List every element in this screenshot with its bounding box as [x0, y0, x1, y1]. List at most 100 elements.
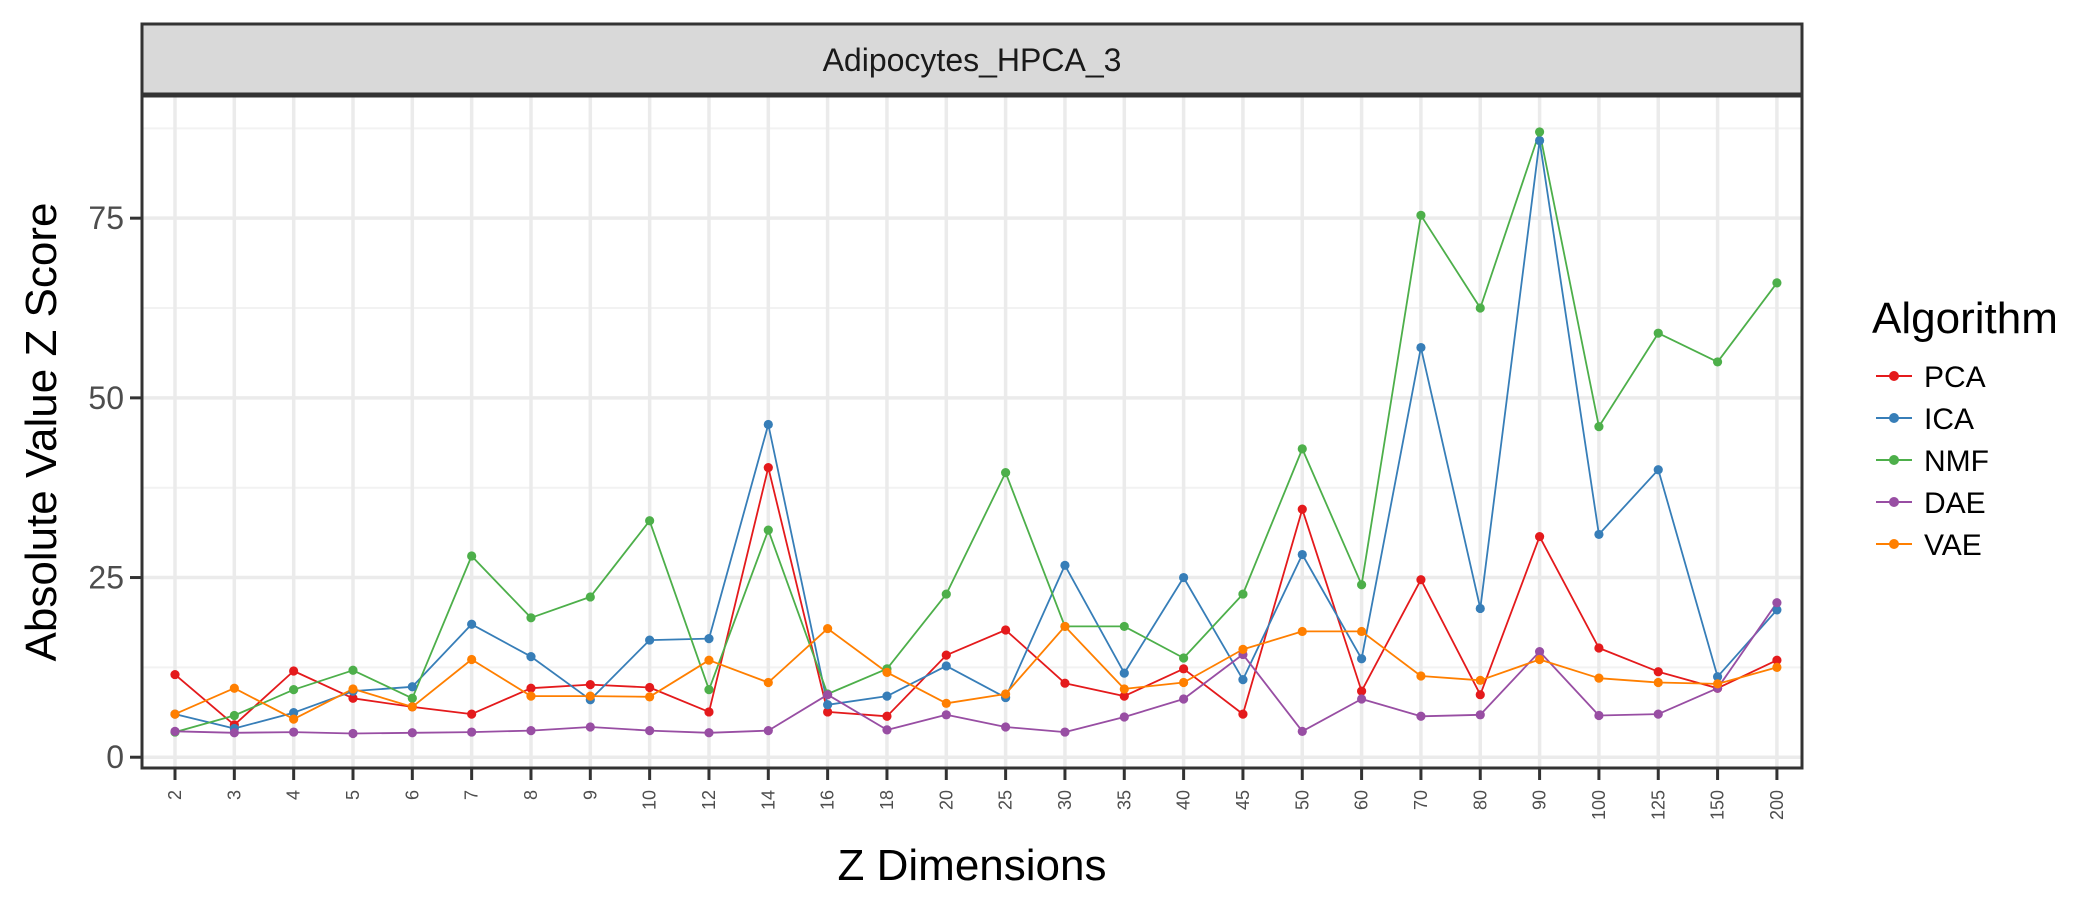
facet-strip: [140, 22, 1804, 96]
x-tick-label: 80: [1470, 790, 1490, 810]
point-nmf: [1297, 444, 1307, 454]
point-ica: [704, 634, 714, 644]
point-ica: [467, 619, 477, 629]
point-ica: [1594, 529, 1604, 540]
x-tick-label: 150: [1708, 790, 1728, 820]
point-vae: [1357, 626, 1367, 637]
point-vae: [585, 691, 595, 701]
legend-label-vae: VAE: [1924, 529, 1982, 562]
point-nmf: [645, 516, 655, 526]
point-ica: [526, 651, 536, 662]
point-pca: [289, 666, 299, 676]
point-vae: [407, 702, 417, 712]
point-nmf: [526, 613, 536, 623]
point-vae: [289, 714, 299, 724]
point-dae: [526, 726, 536, 736]
point-vae: [229, 683, 239, 693]
point-ica: [1238, 674, 1248, 685]
x-tick-label: 8: [521, 790, 541, 800]
point-ica: [1653, 465, 1663, 475]
point-dae: [1001, 722, 1011, 732]
point-dae: [289, 727, 299, 737]
series-lines: [174, 130, 1778, 735]
point-ica: [1060, 560, 1070, 570]
point-pca: [1357, 686, 1367, 696]
x-tick-label: 45: [1233, 790, 1253, 810]
point-pca: [1060, 678, 1070, 688]
point-pca: [882, 711, 892, 721]
x-tick-label: 4: [284, 790, 304, 800]
point-ica: [407, 682, 417, 692]
point-pca: [941, 650, 951, 660]
y-axis-title: Absolute Value Z Score: [17, 203, 66, 662]
point-nmf: [467, 551, 477, 561]
point-vae: [882, 667, 892, 678]
x-tick-label: 30: [1055, 790, 1075, 810]
chart-title: Adipocytes_HPCA_3: [823, 42, 1122, 78]
point-ica: [1297, 549, 1307, 560]
point-vae: [704, 655, 714, 665]
point-nmf: [1179, 653, 1189, 663]
point-pca: [823, 707, 833, 717]
point-ica: [289, 708, 299, 718]
point-ica: [1475, 603, 1485, 614]
point-nmf: [1534, 127, 1545, 137]
plot-border: [140, 94, 1804, 770]
point-ica: [1712, 672, 1723, 682]
point-ica: [823, 700, 833, 710]
series-line-nmf: [174, 130, 1778, 733]
x-tick-label: 70: [1411, 790, 1431, 810]
x-tick-label: 40: [1174, 790, 1194, 810]
point-pca: [1416, 575, 1426, 585]
point-dae: [1534, 646, 1545, 657]
point-pca: [1179, 664, 1189, 674]
point-vae: [1416, 671, 1426, 681]
point-ica: [1416, 342, 1426, 353]
point-nmf: [1772, 278, 1782, 288]
series-line-ica: [174, 139, 1778, 730]
point-nmf: [1357, 580, 1367, 590]
point-pca: [763, 462, 773, 473]
point-nmf: [1594, 422, 1604, 432]
point-dae: [170, 726, 180, 736]
point-vae: [1179, 677, 1189, 688]
legend-point-pca: [1889, 371, 1899, 381]
point-pca: [1119, 691, 1129, 701]
point-ica: [941, 661, 951, 671]
x-tick-label: 3: [224, 790, 244, 800]
legend-label-ica: ICA: [1924, 403, 1974, 436]
series-points: [170, 127, 1782, 739]
x-tick-label: 20: [936, 790, 956, 810]
point-pca: [1534, 531, 1545, 542]
point-dae: [1357, 694, 1367, 704]
point-dae: [823, 690, 833, 700]
x-tick-label: 9: [580, 790, 600, 800]
point-vae: [1475, 675, 1485, 685]
point-nmf: [1001, 468, 1011, 478]
legend-title: Algorithm: [1872, 294, 2058, 343]
legend-point-nmf: [1889, 455, 1899, 465]
point-vae: [1534, 654, 1545, 665]
point-dae: [704, 728, 714, 738]
x-tick-label: 125: [1648, 790, 1668, 820]
x-axis: 2 3 4 5 6 7 8 9 10 12 14 16 18 20 25 30 35 40 45 50 60 70 80 90…: [165, 768, 1787, 820]
point-dae: [1653, 709, 1663, 719]
y-tick-label: 50: [88, 380, 124, 416]
point-nmf: [1119, 621, 1129, 632]
x-tick-label: 90: [1530, 790, 1550, 810]
point-nmf: [1475, 303, 1485, 313]
point-pca: [526, 683, 536, 693]
point-nmf: [289, 685, 299, 695]
point-dae: [941, 710, 951, 720]
x-tick-label: 5: [343, 790, 363, 800]
point-pca: [1238, 709, 1248, 719]
point-nmf: [348, 665, 358, 675]
point-dae: [1475, 710, 1485, 720]
x-tick-label: 12: [699, 790, 719, 810]
series-line-vae: [174, 625, 1778, 720]
x-tick-label: 10: [640, 790, 660, 810]
legend-point-ica: [1889, 413, 1899, 423]
x-tick-label: 35: [1114, 790, 1134, 810]
point-ica: [1772, 605, 1782, 615]
